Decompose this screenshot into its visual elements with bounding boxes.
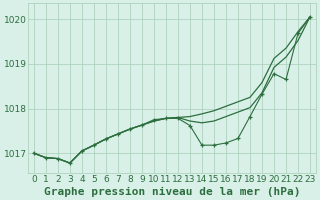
X-axis label: Graphe pression niveau de la mer (hPa): Graphe pression niveau de la mer (hPa) bbox=[44, 186, 300, 197]
